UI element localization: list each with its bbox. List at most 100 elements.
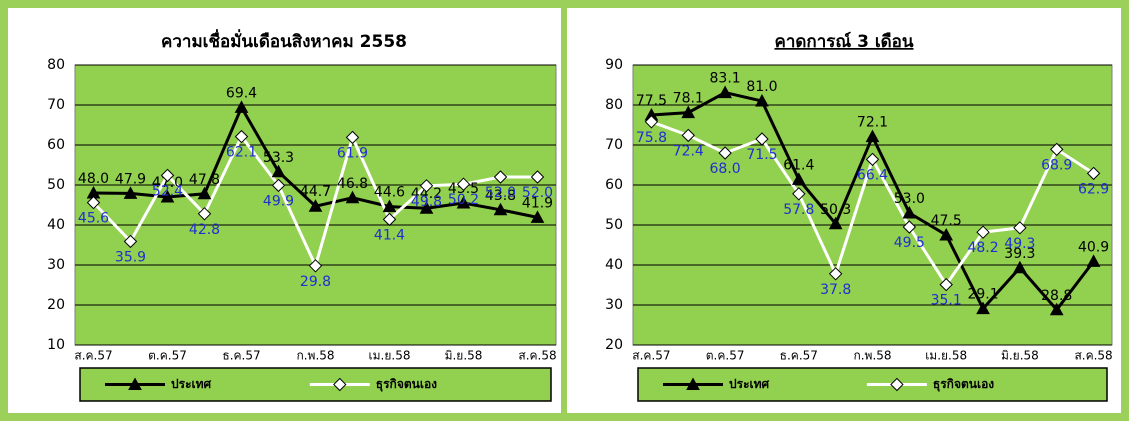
- data-label: 48.0: [78, 171, 109, 187]
- x-tick-label: มิ.ย.58: [1001, 349, 1039, 363]
- marker: [865, 152, 880, 167]
- data-label: 49.8: [411, 194, 442, 210]
- marker: [1086, 254, 1101, 267]
- y-tick-label: 50: [605, 217, 623, 233]
- x-tick-label: ส.ค.58: [518, 349, 556, 363]
- data-label: 72.1: [857, 115, 888, 131]
- data-label: 62.9: [1078, 181, 1109, 197]
- data-label: 52.0: [522, 185, 553, 201]
- marker: [718, 85, 732, 99]
- marker: [308, 259, 323, 273]
- data-label: 68.9: [1041, 157, 1072, 173]
- legend-marker: [890, 377, 904, 392]
- data-label: 28.8: [1041, 288, 1072, 304]
- marker: [828, 267, 843, 281]
- data-label: 69.4: [226, 85, 257, 101]
- marker: [976, 301, 990, 315]
- data-label: 61.9: [337, 145, 368, 161]
- data-label: 72.4: [673, 143, 704, 159]
- marker: [755, 93, 769, 107]
- data-label: 29.8: [300, 274, 331, 290]
- data-label: 49.3: [1004, 236, 1035, 252]
- data-label: 53.0: [894, 191, 925, 207]
- marker: [530, 170, 545, 184]
- y-tick-label: 70: [47, 97, 65, 113]
- marker: [160, 168, 175, 183]
- marker: [1013, 221, 1027, 235]
- marker: [419, 201, 434, 214]
- marker: [681, 128, 695, 143]
- x-tick-label: เม.ย.58: [369, 349, 411, 363]
- legend-label: ประเทศ: [729, 377, 770, 391]
- marker: [828, 216, 843, 230]
- data-label: 40.9: [1078, 239, 1109, 255]
- marker: [865, 129, 880, 143]
- data-label: 78.1: [673, 91, 704, 107]
- marker: [271, 178, 286, 193]
- data-label: 41.9: [522, 195, 553, 211]
- y-tick-label: 50: [47, 177, 65, 193]
- data-label: 57.8: [783, 202, 814, 218]
- y-tick-label: 80: [47, 57, 65, 73]
- data-label: 81.0: [746, 79, 777, 95]
- y-tick-label: 30: [605, 297, 623, 313]
- marker: [456, 195, 471, 209]
- data-label: 44.7: [300, 184, 331, 200]
- marker: [382, 212, 397, 227]
- data-label: 66.4: [857, 167, 888, 183]
- x-tick-label: มิ.ย.58: [445, 349, 483, 363]
- data-label: 61.4: [783, 157, 814, 173]
- legend-marker: [128, 377, 142, 390]
- plot-area: [632, 64, 1113, 346]
- marker: [382, 199, 397, 213]
- marker: [1049, 302, 1064, 316]
- y-tick-label: 10: [47, 337, 65, 353]
- data-label: 49.5: [894, 235, 925, 251]
- data-label: 41.4: [374, 227, 405, 243]
- data-label: 47.0: [152, 175, 183, 191]
- y-tick-label: 60: [605, 177, 623, 193]
- marker: [939, 277, 953, 292]
- marker: [493, 202, 508, 216]
- marker: [644, 115, 659, 129]
- data-label: 71.5: [746, 147, 777, 163]
- chart-title: ความเชื่อมั่นเดือนสิงหาคม 2558: [161, 29, 407, 52]
- y-tick-label: 80: [605, 97, 623, 113]
- data-label: 52.4: [152, 183, 183, 199]
- y-tick-label: 40: [47, 217, 65, 233]
- marker: [792, 187, 806, 201]
- x-tick-label: ก.พ.58: [853, 349, 891, 363]
- y-tick-label: 20: [605, 337, 623, 353]
- x-tick-label: ต.ค.57: [706, 349, 745, 363]
- data-label: 47.8: [189, 172, 220, 188]
- legend-marker: [333, 377, 347, 392]
- y-tick-label: 60: [47, 137, 65, 153]
- marker: [234, 100, 249, 113]
- data-label: 46.8: [337, 176, 368, 192]
- legend-label: ธุรกิจตนเอง: [933, 377, 994, 392]
- x-tick-label: ธ.ค.57: [222, 349, 260, 363]
- marker: [1086, 166, 1101, 181]
- chart-title: คาดการณ์ 3 เดือน: [774, 31, 913, 52]
- marker: [345, 130, 360, 145]
- data-label: 47.5: [931, 213, 962, 229]
- data-label: 53.3: [263, 150, 294, 166]
- marker: [419, 179, 434, 193]
- data-label: 35.9: [115, 249, 146, 265]
- x-tick-label: ก.พ.58: [296, 349, 334, 363]
- marker: [160, 189, 175, 203]
- data-label: 52.0: [485, 185, 516, 201]
- y-tick-label: 30: [47, 257, 65, 273]
- marker: [123, 234, 138, 249]
- marker: [86, 195, 101, 210]
- marker: [976, 225, 990, 239]
- data-label: 44.2: [411, 186, 442, 202]
- y-tick-label: 40: [605, 257, 623, 273]
- data-label: 50.3: [820, 202, 851, 218]
- x-tick-label: ต.ค.57: [148, 349, 187, 363]
- marker: [791, 172, 806, 185]
- legend-label: ประเทศ: [171, 377, 212, 391]
- marker: [681, 105, 696, 119]
- marker: [530, 210, 545, 223]
